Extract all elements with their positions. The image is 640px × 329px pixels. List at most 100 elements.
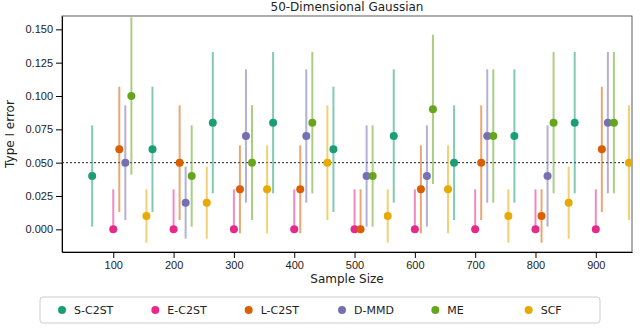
point — [565, 199, 573, 207]
point — [369, 172, 377, 180]
point — [417, 185, 425, 193]
point — [477, 159, 485, 167]
point — [531, 225, 539, 233]
x-tick: 400 — [286, 252, 304, 271]
error-bar — [360, 189, 362, 229]
point — [510, 132, 518, 140]
x-axis-title: Sample Size — [310, 272, 383, 286]
legend-label: S-C2ST — [74, 304, 114, 317]
x-tick-mark — [475, 252, 476, 258]
y-tick: 0.025 — [25, 190, 62, 202]
point — [242, 132, 250, 140]
legend-swatch — [431, 306, 439, 314]
x-tick: 100 — [105, 252, 123, 271]
point — [188, 172, 196, 180]
legend-swatch — [245, 306, 253, 314]
y-axis: 0.000 0.025 0.050 0.075 0.100 0.125 0.150 — [25, 17, 62, 253]
x-tick-mark — [355, 252, 356, 258]
point — [176, 159, 184, 167]
point — [444, 185, 452, 193]
y-tick-mark — [56, 96, 62, 97]
y-tick-label: 0.125 — [25, 57, 53, 69]
y-axis-line — [62, 17, 63, 253]
point — [329, 145, 337, 153]
point — [230, 225, 238, 233]
y-tick: 0.150 — [25, 23, 62, 35]
x-tick-mark — [113, 252, 114, 258]
point — [290, 225, 298, 233]
x-tick-mark — [415, 252, 416, 258]
y-tick-mark — [56, 229, 62, 230]
point — [450, 159, 458, 167]
chart: 0.000 0.025 0.050 0.075 0.100 0.125 0.150 100 20… — [0, 0, 640, 329]
y-tick-label: 0.025 — [25, 190, 53, 202]
x-tick-label: 200 — [165, 259, 183, 271]
point — [592, 225, 600, 233]
x-tick: 500 — [346, 252, 364, 271]
x-tick: 900 — [587, 252, 605, 271]
point — [248, 159, 256, 167]
x-tick: 200 — [165, 252, 183, 271]
error-bar — [233, 189, 235, 229]
error-bar — [474, 189, 476, 229]
x-tick-mark — [234, 252, 235, 258]
point — [429, 105, 437, 113]
point — [357, 225, 365, 233]
plot: 0.000 0.025 0.050 0.075 0.100 0.125 0.150 100 20… — [25, 16, 633, 271]
x-tick-label: 400 — [286, 259, 304, 271]
legend: S-C2STE-C2STL-C2STD-MMDMESCF — [40, 297, 600, 323]
error-bar — [354, 189, 356, 229]
point — [88, 172, 96, 180]
point — [236, 185, 244, 193]
point — [308, 119, 316, 127]
error-bar — [534, 189, 536, 229]
x-tick: 300 — [225, 252, 243, 271]
x-tick-mark — [294, 252, 295, 258]
y-tick-mark — [56, 63, 62, 64]
point — [115, 145, 123, 153]
legend-swatch — [525, 306, 533, 314]
y-tick: 0.075 — [25, 123, 62, 135]
point — [109, 225, 117, 233]
point — [538, 212, 546, 220]
y-tick-label: 0.075 — [25, 123, 53, 135]
point — [323, 159, 331, 167]
series-4 — [127, 17, 618, 226]
y-tick-mark — [56, 163, 62, 164]
legend-frame — [40, 297, 600, 323]
x-tick-mark — [535, 252, 536, 258]
point — [182, 199, 190, 207]
point — [127, 92, 135, 100]
point — [390, 132, 398, 140]
point — [121, 159, 129, 167]
y-tick: 0.000 — [25, 223, 62, 235]
point — [384, 212, 392, 220]
point — [209, 119, 217, 127]
error-bar — [595, 189, 597, 229]
x-axis-line — [63, 252, 633, 253]
point — [269, 119, 277, 127]
series-3 — [121, 52, 612, 239]
y-tick-mark — [56, 196, 62, 197]
y-tick: 0.050 — [25, 157, 62, 169]
y-tick: 0.100 — [25, 90, 62, 102]
point — [571, 119, 579, 127]
error-bar — [414, 189, 416, 229]
x-tick-label: 300 — [225, 259, 243, 271]
x-tick-label: 800 — [527, 259, 545, 271]
point — [302, 132, 310, 140]
point — [504, 212, 512, 220]
point — [550, 119, 558, 127]
legend-label: D-MMD — [354, 304, 394, 317]
series-2 — [115, 87, 606, 243]
legend-label: ME — [447, 304, 463, 317]
reference-line — [62, 162, 632, 163]
point — [142, 212, 150, 220]
legend-label: E-C2ST — [167, 304, 207, 317]
point — [544, 172, 552, 180]
y-tick-label: 0.000 — [25, 223, 53, 235]
y-tick-mark — [56, 129, 62, 130]
y-axis-title: Type I error — [3, 100, 17, 169]
x-tick: 700 — [466, 252, 484, 271]
series-5 — [142, 105, 632, 242]
